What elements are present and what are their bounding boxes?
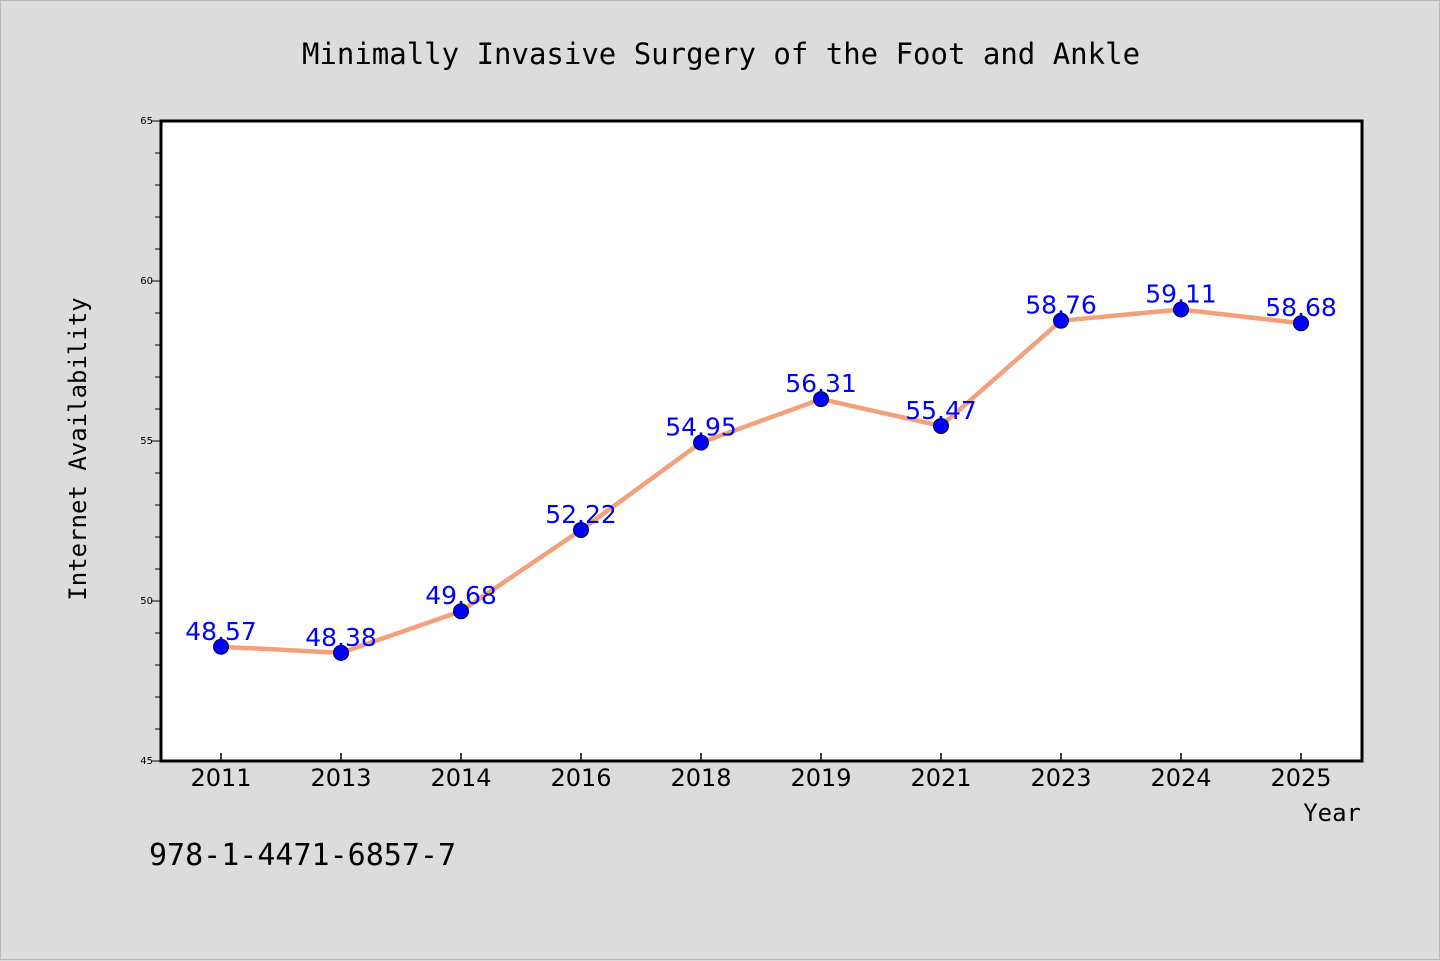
data-point-label: 49.68 [425,581,497,610]
x-tick-label: 2024 [1150,764,1211,792]
x-tick-label: 2023 [1030,764,1091,792]
data-point-marker [333,644,349,661]
x-tick-label: 2025 [1270,764,1331,792]
x-tick-label: 2011 [190,764,251,792]
data-point-marker [813,391,829,408]
data-point-label: 55.47 [905,396,977,425]
y-tick-label: 60 [140,276,153,287]
data-point-label: 56.31 [785,369,857,398]
data-point-marker [1053,312,1069,329]
x-axis-tick-labels: 2011 2013 2014 2016 2018 2019 2021 2023 2024 2025 [190,764,1331,792]
y-tick-label: 65 [140,116,153,127]
data-point-marker [1173,301,1189,318]
data-point-marker [1293,315,1309,332]
data-point-label: 52.22 [545,500,617,529]
y-tick-label: 45 [140,756,153,767]
isbn-code: 978-1-4471-6857-7 [149,838,456,873]
plot-frame [159,119,1364,763]
data-point-label: 48.57 [185,617,257,646]
x-axis-label: Year [1303,799,1361,827]
data-point-marker [933,417,949,434]
y-tick-label: 55 [140,436,153,447]
x-tick-label: 2021 [910,764,971,792]
chart-title: Minimally Invasive Surgery of the Foot a… [302,37,1140,71]
data-point-marker [213,638,229,655]
y-axis-tick-labels: 45 50 55 60 65 [140,116,153,767]
x-tick-label: 2016 [550,764,611,792]
data-point-label: 58.76 [1025,291,1097,320]
data-point-label: 59.11 [1145,279,1217,308]
data-point-label: 58.68 [1265,293,1337,322]
x-tick-label: 2014 [430,764,491,792]
plot-area [161,121,1362,761]
data-point-marker [573,521,589,538]
data-point-marker [693,434,709,451]
data-point-label: 48.38 [305,623,377,652]
x-tick-label: 2019 [790,764,851,792]
series-layer [213,301,1309,661]
data-point-label: 54.95 [665,413,737,442]
x-tick-label: 2013 [310,764,371,792]
y-tick-label: 50 [140,596,153,607]
data-labels: 48.57 48.38 49.68 52.22 54.95 56.31 55.47 58.76… [185,279,1337,651]
data-point-marker [453,603,469,620]
y-axis-label: Internet Availability [64,297,92,600]
x-tick-label: 2018 [670,764,731,792]
series-line [218,307,1304,656]
